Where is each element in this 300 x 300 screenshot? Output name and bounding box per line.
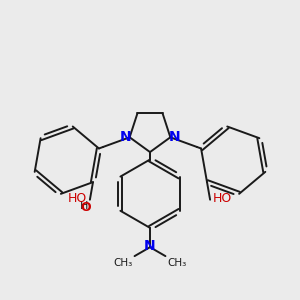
Text: H: H — [80, 201, 88, 211]
Text: CH₃: CH₃ — [167, 259, 186, 269]
Text: CH₃: CH₃ — [114, 259, 133, 269]
Text: O: O — [80, 201, 91, 214]
Text: HO: HO — [68, 192, 87, 205]
Text: N: N — [144, 239, 156, 253]
Text: N: N — [120, 130, 132, 144]
Text: N: N — [168, 130, 180, 144]
Text: HO: HO — [213, 192, 232, 205]
